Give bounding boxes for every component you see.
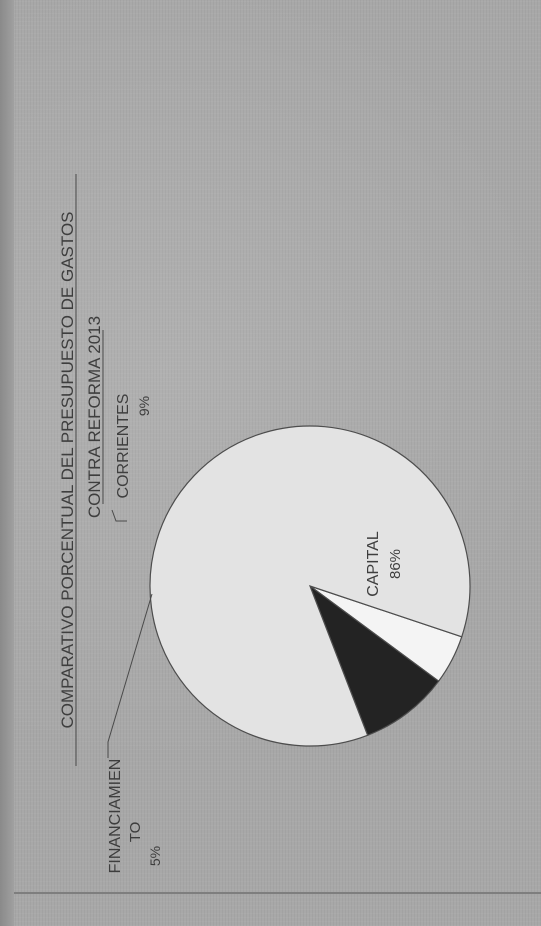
slice-label-financiamiento-line-1: FINANCIAMIEN [107,759,124,874]
chart-title-line-1: COMPARATIVO PORCENTUAL DEL PRESUPUESTO D… [58,211,77,728]
leader-line-financiamiento [107,593,153,758]
leader-line-corrientes [111,509,127,522]
pie-slice-capital [149,425,471,747]
slice-label-financiamiento-line-2: TO [127,822,144,843]
slice-label-corrientes: CORRIENTES [115,394,132,499]
slice-label-capital: CAPITAL [365,531,382,597]
slice-value-financiamiento: 5% [147,846,163,866]
pie-slice-corrientes [308,584,440,737]
page-edge-shadow [0,0,14,926]
chart-title-line-2: CONTRA REFORMA 2013 [85,316,104,518]
slice-value-capital: 86% [387,549,404,579]
slice-value-corrientes: 9% [136,396,152,416]
page-bottom-rule [14,892,541,894]
